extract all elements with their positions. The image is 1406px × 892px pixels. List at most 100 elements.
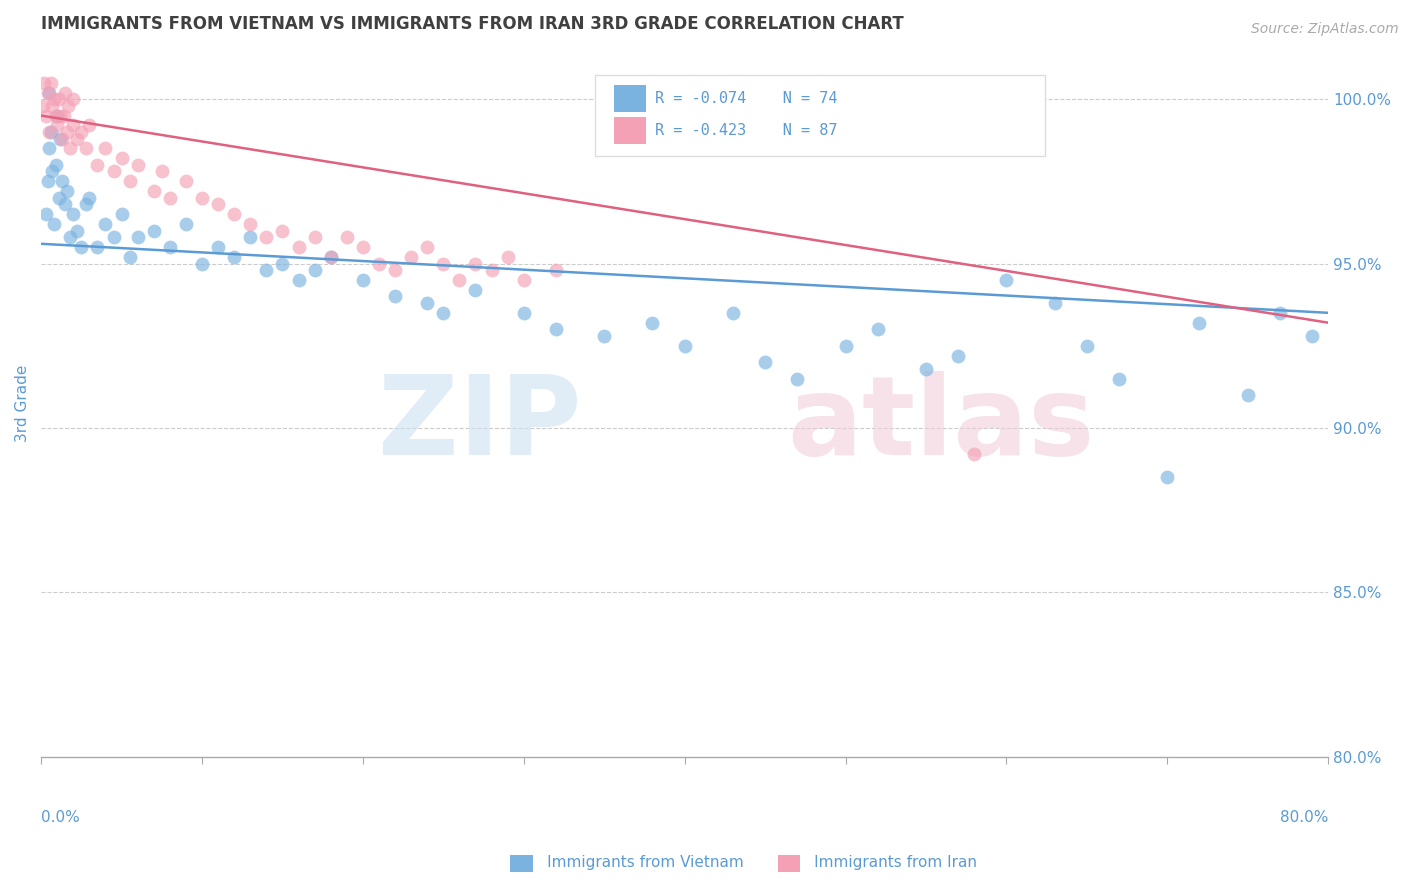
Point — [62, 119, 84, 133]
Point — [62, 92, 84, 106]
Point — [399, 250, 422, 264]
Point — [271, 224, 294, 238]
Point — [38, 141, 60, 155]
Point — [513, 273, 536, 287]
Point — [103, 230, 125, 244]
Point — [94, 217, 117, 231]
Point — [79, 119, 101, 133]
Point — [53, 197, 76, 211]
Point — [1188, 316, 1211, 330]
Point — [1076, 339, 1098, 353]
Point — [287, 240, 309, 254]
Point — [496, 250, 519, 264]
Point — [754, 355, 776, 369]
Text: 80.0%: 80.0% — [1279, 810, 1329, 825]
Point — [721, 306, 744, 320]
Point — [254, 230, 277, 244]
Point — [254, 263, 277, 277]
Point — [271, 256, 294, 270]
Point — [75, 197, 97, 211]
Point — [352, 240, 374, 254]
Point — [449, 273, 471, 287]
Point — [48, 92, 70, 106]
Point — [224, 207, 246, 221]
Point — [65, 224, 87, 238]
Point — [1108, 371, 1130, 385]
Point — [673, 339, 696, 353]
Text: R = -0.423    N = 87: R = -0.423 N = 87 — [655, 123, 838, 138]
Point — [150, 164, 173, 178]
Point — [159, 191, 181, 205]
Point — [94, 141, 117, 155]
Point — [416, 240, 439, 254]
Point — [239, 217, 262, 231]
Point — [75, 141, 97, 155]
Text: Immigrants from Vietnam: Immigrants from Vietnam — [513, 855, 744, 870]
Point — [46, 119, 69, 133]
Y-axis label: 3rd Grade: 3rd Grade — [15, 365, 30, 442]
Point — [51, 131, 73, 145]
Point — [513, 306, 536, 320]
Point — [963, 447, 986, 461]
Point — [51, 174, 73, 188]
Point — [86, 158, 108, 172]
Point — [70, 240, 93, 254]
Point — [56, 125, 79, 139]
Point — [41, 164, 63, 178]
Point — [174, 174, 197, 188]
Point — [34, 76, 56, 90]
Point — [416, 296, 439, 310]
FancyBboxPatch shape — [595, 75, 1045, 156]
Point — [287, 273, 309, 287]
Point — [352, 273, 374, 287]
Point — [37, 86, 59, 100]
Point — [46, 109, 69, 123]
Point — [384, 263, 406, 277]
Point — [42, 92, 65, 106]
Point — [48, 191, 70, 205]
Point — [59, 230, 82, 244]
Point — [127, 230, 149, 244]
Point — [1043, 296, 1066, 310]
Point — [142, 224, 165, 238]
Point — [432, 306, 454, 320]
Bar — [510, 855, 533, 872]
Text: ZIP: ZIP — [378, 371, 582, 478]
Text: Source: ZipAtlas.com: Source: ZipAtlas.com — [1251, 22, 1399, 37]
Point — [464, 256, 486, 270]
Point — [31, 99, 53, 113]
Point — [38, 86, 60, 100]
Point — [53, 86, 76, 100]
Text: IMMIGRANTS FROM VIETNAM VS IMMIGRANTS FROM IRAN 3RD GRADE CORRELATION CHART: IMMIGRANTS FROM VIETNAM VS IMMIGRANTS FR… — [41, 15, 904, 33]
Point — [319, 250, 342, 264]
Point — [191, 191, 214, 205]
Point — [786, 371, 808, 385]
Text: R = -0.074    N = 74: R = -0.074 N = 74 — [655, 91, 838, 106]
Point — [544, 263, 567, 277]
Point — [59, 141, 82, 155]
Point — [39, 125, 62, 139]
Point — [159, 240, 181, 254]
Point — [103, 164, 125, 178]
Point — [110, 151, 132, 165]
Point — [118, 250, 141, 264]
Point — [336, 230, 359, 244]
Point — [79, 191, 101, 205]
Point — [1156, 470, 1178, 484]
Point — [70, 125, 93, 139]
Point — [35, 109, 58, 123]
Bar — [614, 85, 645, 112]
Point — [1301, 328, 1323, 343]
Point — [995, 273, 1018, 287]
Point — [593, 328, 616, 343]
Point — [368, 256, 391, 270]
Point — [38, 125, 60, 139]
Point — [49, 109, 72, 123]
Point — [304, 230, 326, 244]
Point — [946, 349, 969, 363]
Bar — [614, 117, 645, 144]
Point — [224, 250, 246, 264]
Text: atlas: atlas — [787, 371, 1095, 478]
Point — [304, 263, 326, 277]
Point — [191, 256, 214, 270]
